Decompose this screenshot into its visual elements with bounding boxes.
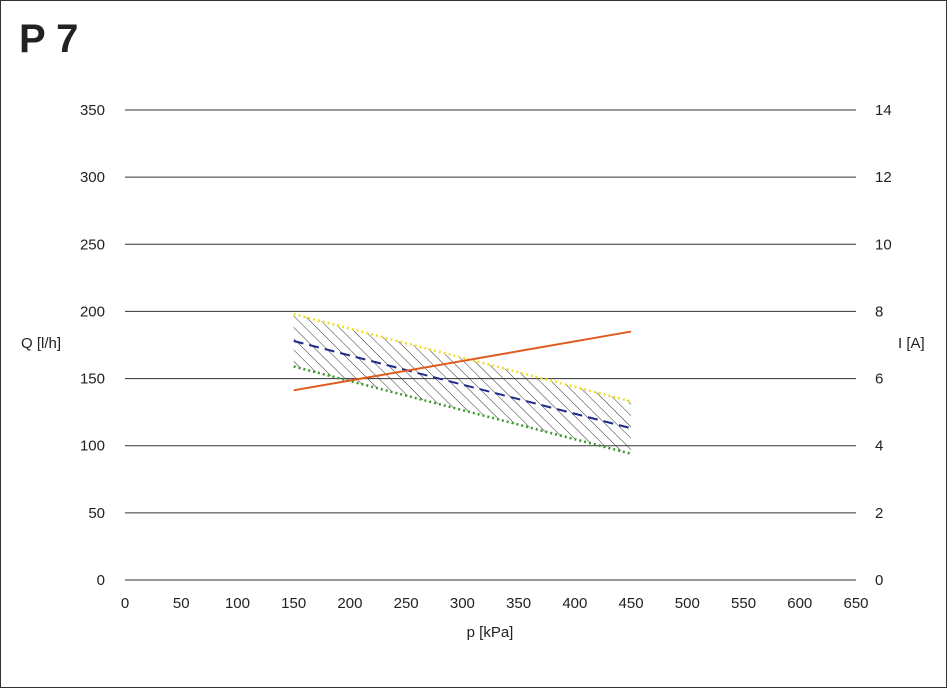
x-tick-label: 500 [675, 595, 700, 612]
y-axis-label-left: Q [l/h] [21, 335, 61, 352]
x-tick-label: 450 [619, 595, 644, 612]
y-tick-label-left: 200 [80, 303, 105, 320]
y-tick-label-right: 10 [875, 236, 892, 253]
x-tick-label: 200 [337, 595, 362, 612]
x-tick-label: 650 [843, 595, 868, 612]
x-tick-label: 0 [121, 595, 129, 612]
x-axis-label: p [kPa] [467, 624, 514, 641]
x-tick-label: 150 [281, 595, 306, 612]
x-tick-label: 600 [787, 595, 812, 612]
y-tick-label-right: 0 [875, 572, 883, 589]
y-tick-label-right: 4 [875, 438, 883, 455]
y-axis-label-right: I [A] [898, 335, 925, 352]
x-tick-label: 350 [506, 595, 531, 612]
y-tick-label-right: 8 [875, 303, 883, 320]
y-tick-label-left: 150 [80, 371, 105, 388]
x-tick-label: 100 [225, 595, 250, 612]
y-tick-label-left: 100 [80, 438, 105, 455]
series-line [293, 312, 632, 403]
x-tick-label: 300 [450, 595, 475, 612]
series-line [293, 365, 632, 455]
x-tick-label: 50 [173, 595, 190, 612]
chart-title: P 7 [19, 17, 79, 61]
y-tick-label-left: 50 [88, 505, 105, 522]
y-tick-label-right: 6 [875, 371, 883, 388]
y-tick-label-left: 0 [97, 572, 105, 589]
y-tick-label-right: 14 [875, 102, 892, 119]
y-tick-label-left: 350 [80, 102, 105, 119]
x-tick-label: 250 [394, 595, 419, 612]
y-tick-label-left: 250 [80, 236, 105, 253]
y-tick-label-right: 12 [875, 169, 892, 186]
series-line [293, 330, 632, 392]
y-tick-label-left: 300 [80, 169, 105, 186]
tolerance-band [293, 314, 632, 454]
x-tick-label: 550 [731, 595, 756, 612]
x-tick-label: 400 [562, 595, 587, 612]
series-line [293, 340, 632, 430]
y-tick-label-right: 2 [875, 505, 883, 522]
